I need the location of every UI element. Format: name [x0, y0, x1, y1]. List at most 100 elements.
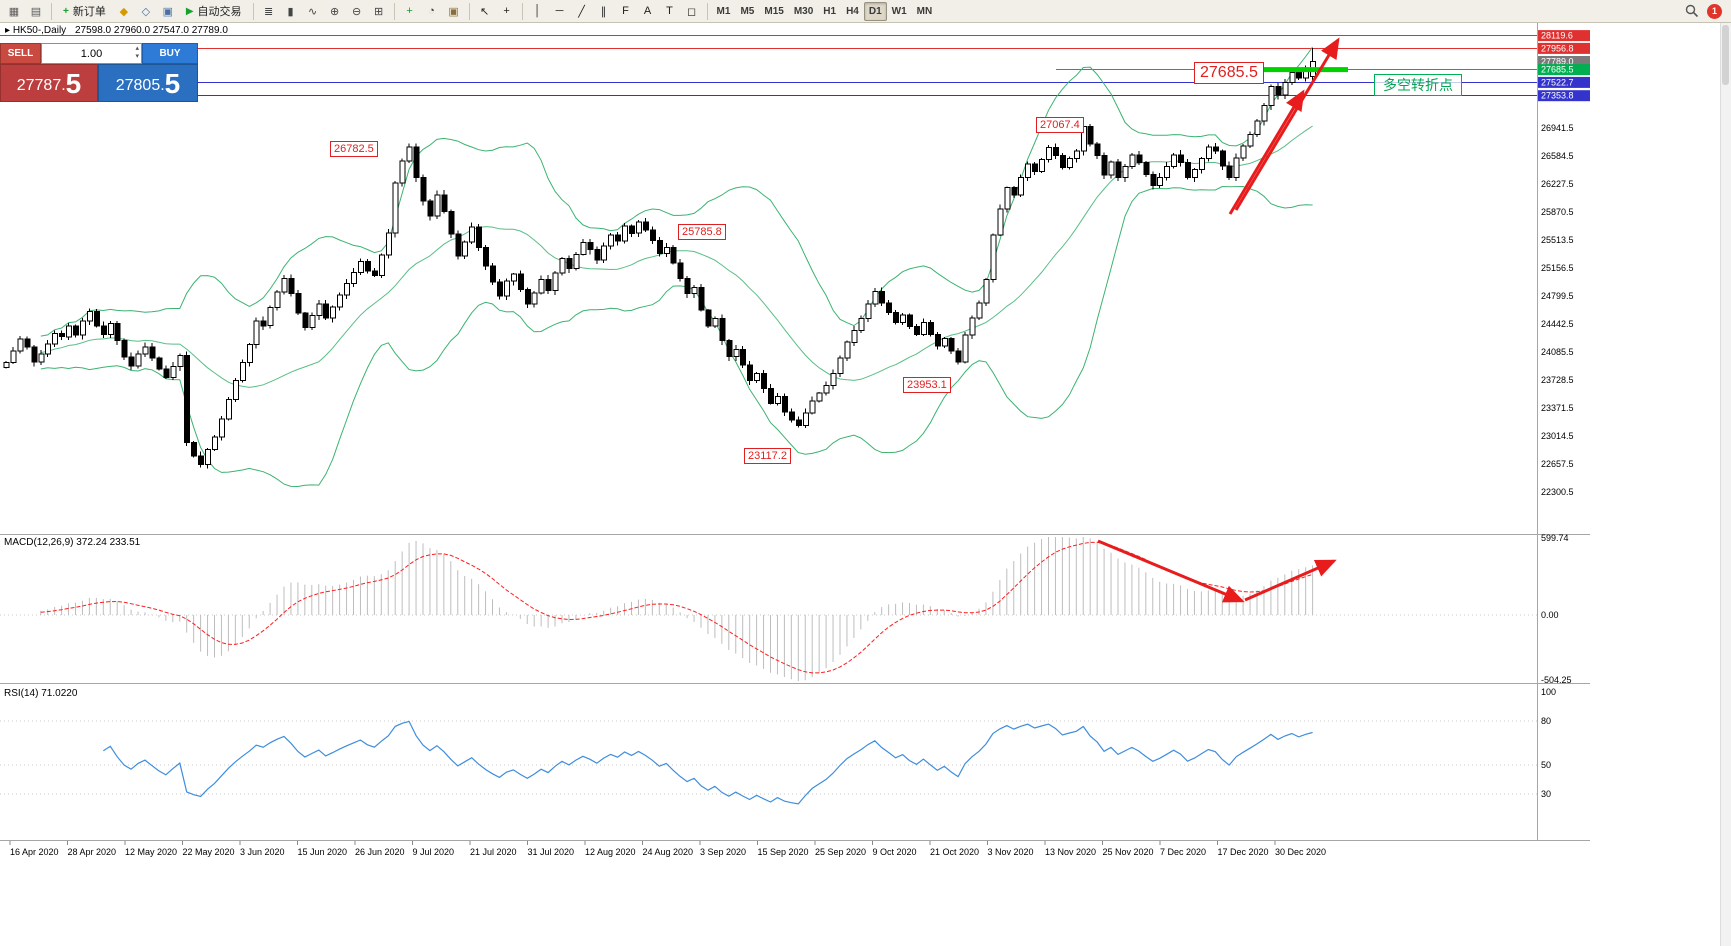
svg-text:12 Aug 2020: 12 Aug 2020: [585, 847, 636, 857]
one-click-trading-panel: SELL ▴ ▾ BUY 27787. 5 27805. 5: [0, 43, 198, 102]
timeframe-m30-button[interactable]: M30: [793, 5, 814, 17]
svg-text:80: 80: [1541, 716, 1551, 726]
indicators-add-icon[interactable]: +: [406, 5, 413, 17]
svg-text:24799.5: 24799.5: [1541, 291, 1574, 301]
svg-text:25156.5: 25156.5: [1541, 263, 1574, 273]
tile-windows-icon[interactable]: ⊞: [373, 5, 384, 18]
svg-text:3 Jun 2020: 3 Jun 2020: [240, 847, 285, 857]
bar-chart-mode-icon[interactable]: ≣: [263, 5, 274, 18]
svg-text:24 Aug 2020: 24 Aug 2020: [643, 847, 694, 857]
cursor-icon[interactable]: ↖: [479, 5, 490, 18]
navigator-icon[interactable]: ◇: [141, 5, 151, 18]
trendline-icon[interactable]: ╱: [578, 5, 585, 18]
horizontal-line-objects[interactable]: [0, 35, 1537, 97]
collapse-arrow-icon[interactable]: ▸: [5, 25, 11, 36]
price-callout-label[interactable]: 27067.4: [1036, 117, 1084, 133]
price-callout-label[interactable]: 26782.5: [330, 141, 378, 157]
volume-spinner[interactable]: ▴ ▾: [135, 45, 139, 61]
svg-text:17 Dec 2020: 17 Dec 2020: [1218, 847, 1269, 857]
trend-arrows[interactable]: [1228, 37, 1340, 215]
autotrading-label: 自动交易: [197, 6, 242, 18]
svg-text:30 Dec 2020: 30 Dec 2020: [1275, 847, 1326, 857]
timeframe-d1-button[interactable]: D1: [863, 1, 887, 21]
support-level-segment[interactable]: [1262, 67, 1348, 73]
svg-text:26227.5: 26227.5: [1541, 179, 1574, 189]
profiles-icon[interactable]: ▤: [30, 5, 42, 18]
line-chart-mode-icon[interactable]: ∿: [307, 5, 318, 18]
volume-input[interactable]: [54, 46, 129, 61]
svg-text:0.00: 0.00: [1541, 610, 1559, 620]
vertical-line-icon[interactable]: │: [534, 5, 541, 17]
timeframe-w1-button[interactable]: W1: [891, 5, 907, 17]
autotrading-button[interactable]: ▶ 自动交易: [179, 1, 249, 22]
notification-badge[interactable]: 1: [1707, 3, 1722, 19]
horizontal-line-icon[interactable]: ─: [555, 5, 564, 17]
vertical-scrollbar[interactable]: [1720, 23, 1731, 946]
candlestick-mode-icon[interactable]: ▮: [287, 5, 294, 18]
svg-text:27685.5: 27685.5: [1541, 65, 1574, 75]
buy-price-panel[interactable]: 27805. 5: [98, 64, 198, 102]
timeframe-m15-button[interactable]: M15: [764, 5, 784, 17]
search-icon[interactable]: [1681, 1, 1703, 22]
new-order-button[interactable]: + 新订单: [56, 1, 113, 22]
buy-price-pip: 5: [164, 68, 181, 99]
svg-text:599.74: 599.74: [1541, 533, 1569, 543]
panel-dividers[interactable]: [0, 534, 1590, 841]
rsi-panel: 100 80 50 30: [0, 687, 1556, 805]
zoom-in-icon[interactable]: ⊕: [329, 5, 340, 18]
svg-text:22300.5: 22300.5: [1541, 487, 1574, 497]
svg-text:23014.5: 23014.5: [1541, 431, 1574, 441]
terminal-icon[interactable]: ▣: [162, 5, 174, 18]
timeframe-m1-button[interactable]: M1: [716, 5, 731, 17]
crosshair-icon[interactable]: +: [503, 5, 510, 17]
svg-text:25 Nov 2020: 25 Nov 2020: [1103, 847, 1154, 857]
text-icon[interactable]: A: [643, 5, 652, 17]
svg-text:22657.5: 22657.5: [1541, 459, 1574, 469]
arrows-shapes-icon[interactable]: ◻: [686, 5, 697, 18]
svg-text:27956.8: 27956.8: [1541, 43, 1574, 53]
timeframe-h1-button[interactable]: H1: [823, 5, 837, 17]
svg-text:3 Nov 2020: 3 Nov 2020: [988, 847, 1034, 857]
fibonacci-icon[interactable]: F: [622, 5, 629, 17]
svg-text:22 May 2020: 22 May 2020: [183, 847, 235, 857]
svg-text:26584.5: 26584.5: [1541, 151, 1574, 161]
periods-icon[interactable]: ◔: [428, 5, 435, 17]
scrollbar-thumb[interactable]: [1722, 25, 1729, 85]
toolbar-separator: [706, 2, 708, 20]
price-callout-label[interactable]: 25785.8: [678, 224, 726, 240]
metaeditor-icon[interactable]: ◆: [119, 5, 129, 18]
spinner-down-icon[interactable]: ▾: [135, 53, 139, 60]
new-order-icon: +: [63, 5, 69, 17]
price-callout-label[interactable]: 23953.1: [903, 377, 951, 393]
timeframe-mn-button[interactable]: MN: [916, 5, 933, 17]
equidistant-channel-icon[interactable]: ∥: [600, 5, 607, 18]
svg-text:23728.5: 23728.5: [1541, 375, 1574, 385]
sell-price-panel[interactable]: 27787. 5: [0, 64, 98, 102]
svg-text:9 Jul 2020: 9 Jul 2020: [413, 847, 455, 857]
chart-symbol-period: HK50-,Daily: [12, 25, 67, 36]
macd-indicator-label: MACD(12,26,9) 372.24 233.51: [4, 537, 141, 548]
spinner-up-icon[interactable]: ▴: [135, 45, 139, 52]
svg-text:23371.5: 23371.5: [1541, 403, 1574, 413]
toolbar-separator: [393, 2, 395, 20]
timeframe-h4-button[interactable]: H4: [846, 5, 859, 17]
sell-price-pip: 5: [65, 68, 82, 99]
chart-ohlc-values: 27598.0 27960.0 27547.0 27789.0: [74, 25, 228, 36]
price-callout-label[interactable]: 23117.2: [744, 448, 791, 464]
bull-bear-turning-point-note[interactable]: 多空转折点: [1374, 74, 1462, 96]
sell-button[interactable]: SELL: [0, 43, 41, 64]
zoom-out-icon[interactable]: ⊖: [351, 5, 362, 18]
svg-text:100: 100: [1541, 687, 1556, 697]
text-label-icon[interactable]: T: [666, 5, 673, 17]
timeframe-m5-button[interactable]: M5: [740, 5, 755, 17]
price-callout-label[interactable]: 27685.5: [1194, 62, 1264, 84]
buy-price-main: 27805.: [115, 77, 165, 94]
templates-icon[interactable]: ▣: [448, 5, 459, 18]
new-chart-icon[interactable]: ▦: [8, 5, 20, 18]
svg-text:15 Jun 2020: 15 Jun 2020: [298, 847, 348, 857]
macd-trend-arrows[interactable]: [1097, 539, 1337, 603]
svg-text:27789.0: 27789.0: [1541, 57, 1574, 67]
buy-button[interactable]: BUY: [142, 43, 198, 64]
volume-field[interactable]: ▴ ▾: [41, 43, 142, 64]
